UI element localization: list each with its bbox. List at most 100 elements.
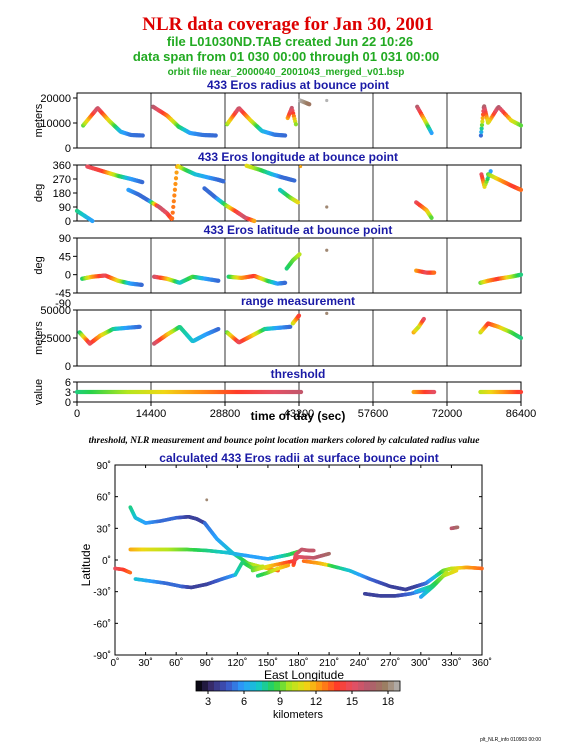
colorbar-swatch [328, 681, 335, 691]
data-point [137, 324, 142, 329]
map-y-tick-label: 60˚ [97, 492, 111, 504]
panel-title-range: range measurement [241, 294, 355, 308]
y-tick-label: 25000 [40, 333, 71, 345]
map-point [480, 566, 484, 571]
data-point [325, 205, 329, 209]
colorbar-swatch [352, 681, 359, 691]
span-line: data span from 01 030 00:00 through 01 0… [133, 49, 439, 64]
data-point [295, 200, 301, 205]
data-point [216, 278, 221, 283]
colorbar-swatch [370, 681, 377, 691]
data-point [288, 324, 293, 329]
data-point [325, 98, 329, 103]
panel-radius: 433 Eros radius at bounce point 0 10000 200… [33, 78, 524, 155]
colorbar-swatch [274, 681, 281, 691]
y-tick-label: 10000 [40, 118, 71, 130]
data-point [325, 311, 329, 315]
colorbar-swatch [250, 681, 257, 691]
data-point [283, 133, 288, 138]
colorbar-swatch [268, 681, 275, 691]
colorbar-swatch [394, 681, 401, 691]
colorbar-swatch [382, 681, 389, 691]
colorbar-swatch [226, 681, 233, 691]
data-point [140, 180, 145, 185]
map-y-tick-label: 0˚ [102, 555, 111, 567]
colorbar-tick-label: 9 [277, 696, 283, 708]
colorbar-tick-label: 12 [310, 696, 322, 708]
colorbar: 3 6 9 12 15 18 [195, 680, 401, 708]
data-point [478, 133, 484, 138]
data-point [488, 169, 493, 174]
colorbar-swatch [262, 681, 269, 691]
colorbar-swatch [280, 681, 287, 691]
y-tick-label: 50000 [40, 305, 71, 317]
map-point [205, 498, 209, 502]
panel-longitude: 433 Eros longitude at bounce point 0 90 180… [33, 150, 524, 228]
data-point [172, 187, 178, 192]
map-x-tick-label: 0˚ [111, 657, 120, 669]
colorbar-tick-label: 6 [241, 696, 247, 708]
data-point [283, 280, 288, 285]
data-point [518, 272, 524, 277]
data-point [518, 187, 524, 192]
colorbar-swatch [388, 681, 395, 691]
y-tick-label: -45 [55, 288, 71, 300]
x-tick-label: 14400 [136, 408, 167, 420]
colorbar-swatch [316, 681, 323, 691]
colorbar-swatch [298, 681, 305, 691]
colorbar-swatch [208, 681, 215, 691]
y-tick-label: 0 [65, 361, 71, 373]
data-point [518, 123, 524, 128]
map-point [327, 551, 331, 556]
data-point [174, 170, 179, 175]
data-point [518, 389, 524, 395]
data-point [421, 316, 426, 322]
colorbar-swatch [238, 681, 245, 691]
data-point [140, 133, 145, 138]
data-point [90, 218, 95, 224]
colorbar-swatch [286, 681, 293, 691]
data-point [213, 133, 218, 138]
orbit-line: orbit file near_2000040_2001043_merged_v… [168, 67, 405, 78]
time-axis-label: time of day (sec) [251, 409, 346, 423]
y-tick-label: 6 [65, 377, 71, 389]
y-tick-label: 0 [65, 216, 71, 228]
map-point [311, 548, 316, 553]
y-tick-label: 180 [53, 188, 71, 200]
data-point [221, 179, 226, 184]
data-point [172, 193, 177, 198]
y-tick-label: -90 [55, 298, 71, 310]
data-point [297, 252, 302, 257]
panel-latitude: 433 Eros latitude at bounce point -45-90 0… [33, 223, 524, 310]
y-tick-label: 90 [59, 233, 71, 245]
panel-title-threshold: threshold [271, 367, 326, 381]
x-tick-label: 43200 [284, 408, 315, 420]
colorbar-swatch [244, 681, 251, 691]
data-point [292, 178, 297, 183]
x-tick-label: 72000 [432, 408, 463, 420]
map-ylabel: Latitude [79, 543, 93, 586]
y-axis-label: value [33, 379, 45, 405]
map-point [128, 570, 133, 575]
y-tick-label: 90 [59, 202, 71, 214]
file-line: file L01030ND.TAB created Jun 22 10:26 [167, 34, 413, 49]
x-tick-label: 28800 [210, 408, 241, 420]
map-y-tick-label: 90˚ [97, 460, 111, 472]
map-point [454, 568, 459, 573]
y-tick-label: 0 [65, 397, 71, 409]
data-point [252, 218, 257, 224]
colorbar-swatch [220, 681, 227, 691]
data-point [429, 215, 434, 220]
map-x-tick-label: 90˚ [200, 657, 214, 669]
map-point [286, 563, 291, 568]
colorbar-swatch [358, 681, 365, 691]
map-x-tick-label: 240˚ [350, 657, 370, 669]
colorbar-swatch [202, 681, 209, 691]
map-x-tick-label: 270˚ [380, 657, 400, 669]
data-point [298, 389, 304, 395]
map-x-tick-label: 330˚ [441, 657, 461, 669]
data-point [298, 164, 303, 169]
data-point [432, 389, 437, 395]
data-point [139, 282, 144, 287]
panel-title-longitude: 433 Eros longitude at bounce point [198, 150, 398, 164]
